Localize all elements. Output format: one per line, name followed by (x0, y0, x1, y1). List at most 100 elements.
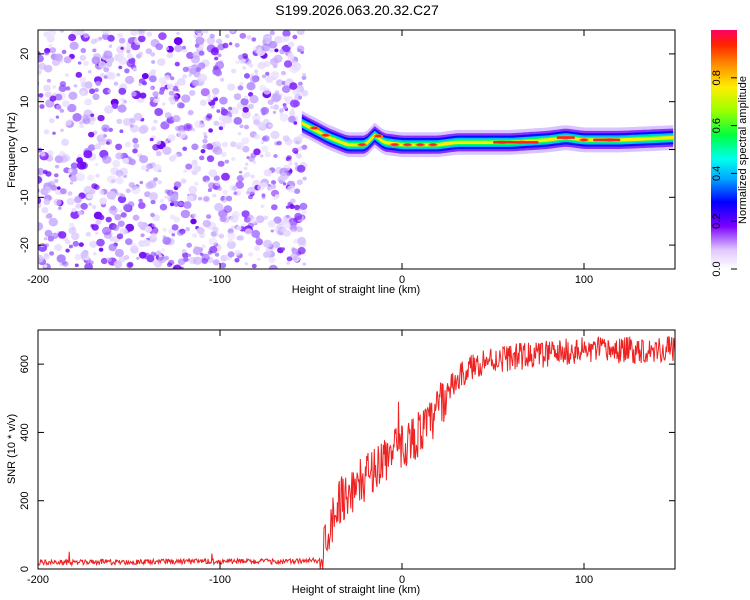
noise-speckle (238, 170, 243, 174)
ridge-peak (429, 143, 437, 146)
noise-speckle (113, 260, 123, 269)
noise-speckle (157, 58, 166, 66)
noise-speckle (121, 194, 125, 198)
noise-speckle (68, 168, 73, 173)
y-tick-label: 600 (19, 355, 31, 373)
noise-speckle (101, 124, 110, 133)
noise-speckle (150, 251, 157, 257)
noise-speckle (126, 49, 131, 54)
noise-speckle (250, 75, 258, 84)
noise-speckle (79, 54, 87, 61)
noise-speckle (194, 43, 200, 48)
spectrogram-noise (38, 30, 309, 269)
noise-speckle (185, 163, 193, 170)
noise-speckle (63, 155, 71, 162)
noise-speckle (118, 65, 123, 70)
noise-speckle (43, 237, 48, 241)
noise-speckle (145, 48, 153, 55)
y-tick-label: -20 (19, 237, 31, 253)
noise-speckle (43, 31, 50, 38)
noise-speckle (263, 251, 271, 258)
noise-speckle (182, 74, 188, 79)
noise-speckle (54, 179, 59, 183)
noise-speckle (124, 68, 130, 74)
noise-speckle (38, 62, 47, 70)
noise-speckle (194, 120, 203, 129)
noise-speckle (149, 96, 155, 101)
noise-speckle (288, 217, 298, 227)
noise-speckle (118, 87, 127, 95)
noise-speckle (95, 173, 100, 178)
noise-speckle (55, 115, 60, 119)
noise-speckle (200, 88, 210, 97)
noise-speckle (164, 75, 171, 81)
noise-speckle (178, 201, 184, 206)
noise-speckle (290, 198, 296, 204)
noise-speckle (132, 214, 140, 221)
noise-speckle (139, 180, 144, 185)
noise-speckle (206, 113, 213, 119)
noise-speckle (192, 233, 198, 238)
noise-speckle (255, 215, 265, 224)
noise-speckle (287, 52, 294, 59)
noise-speckle (79, 77, 87, 83)
noise-speckle (139, 92, 147, 99)
x-tick-label: 100 (575, 274, 593, 286)
noise-speckle (49, 118, 55, 124)
noise-speckle (296, 30, 305, 36)
noise-speckle (168, 90, 175, 96)
noise-speckle (124, 141, 132, 148)
noise-speckle (68, 33, 77, 42)
noise-speckle (286, 261, 290, 265)
noise-speckle (133, 143, 140, 149)
noise-speckle (171, 224, 179, 231)
noise-speckle (130, 30, 138, 36)
noise-speckle (140, 233, 145, 238)
noise-speckle (43, 264, 48, 268)
noise-speckle (70, 162, 78, 169)
noise-speckle (287, 41, 295, 48)
noise-speckle (102, 87, 111, 95)
noise-speckle (179, 266, 184, 269)
noise-speckle (232, 185, 238, 191)
noise-speckle (88, 202, 92, 206)
noise-speckle (152, 164, 162, 173)
noise-speckle (293, 121, 298, 125)
x-tick-label: 0 (399, 574, 405, 586)
noise-speckle (301, 89, 309, 97)
y-tick-label: 0 (19, 566, 31, 572)
noise-speckle (139, 124, 149, 133)
noise-speckle (130, 91, 137, 97)
noise-speckle (68, 222, 75, 228)
noise-speckle (49, 47, 57, 54)
noise-speckle (211, 142, 216, 146)
noise-speckle (182, 45, 186, 50)
ridge-peak (358, 143, 366, 146)
noise-speckle (87, 70, 92, 74)
noise-speckle (69, 41, 79, 50)
noise-speckle (214, 252, 220, 257)
noise-speckle (138, 78, 146, 85)
noise-speckle (114, 248, 124, 258)
colorbar-tick-label: 0.8 (711, 70, 723, 85)
noise-speckle (294, 188, 301, 194)
noise-speckle (250, 174, 255, 179)
noise-speckle (298, 81, 303, 87)
noise-speckle (131, 185, 141, 195)
noise-speckle (72, 113, 82, 122)
noise-speckle (115, 169, 124, 177)
noise-speckle (241, 137, 250, 145)
noise-speckle (202, 219, 211, 228)
noise-speckle (227, 251, 235, 258)
noise-speckle (218, 233, 225, 239)
noise-speckle (92, 117, 97, 122)
noise-speckle (152, 96, 160, 103)
noise-speckle (296, 164, 306, 173)
noise-speckle (79, 121, 83, 125)
noise-speckle (97, 137, 107, 146)
noise-speckle (117, 104, 127, 113)
noise-speckle (91, 204, 97, 210)
noise-speckle (80, 47, 87, 54)
noise-speckle (78, 242, 84, 247)
